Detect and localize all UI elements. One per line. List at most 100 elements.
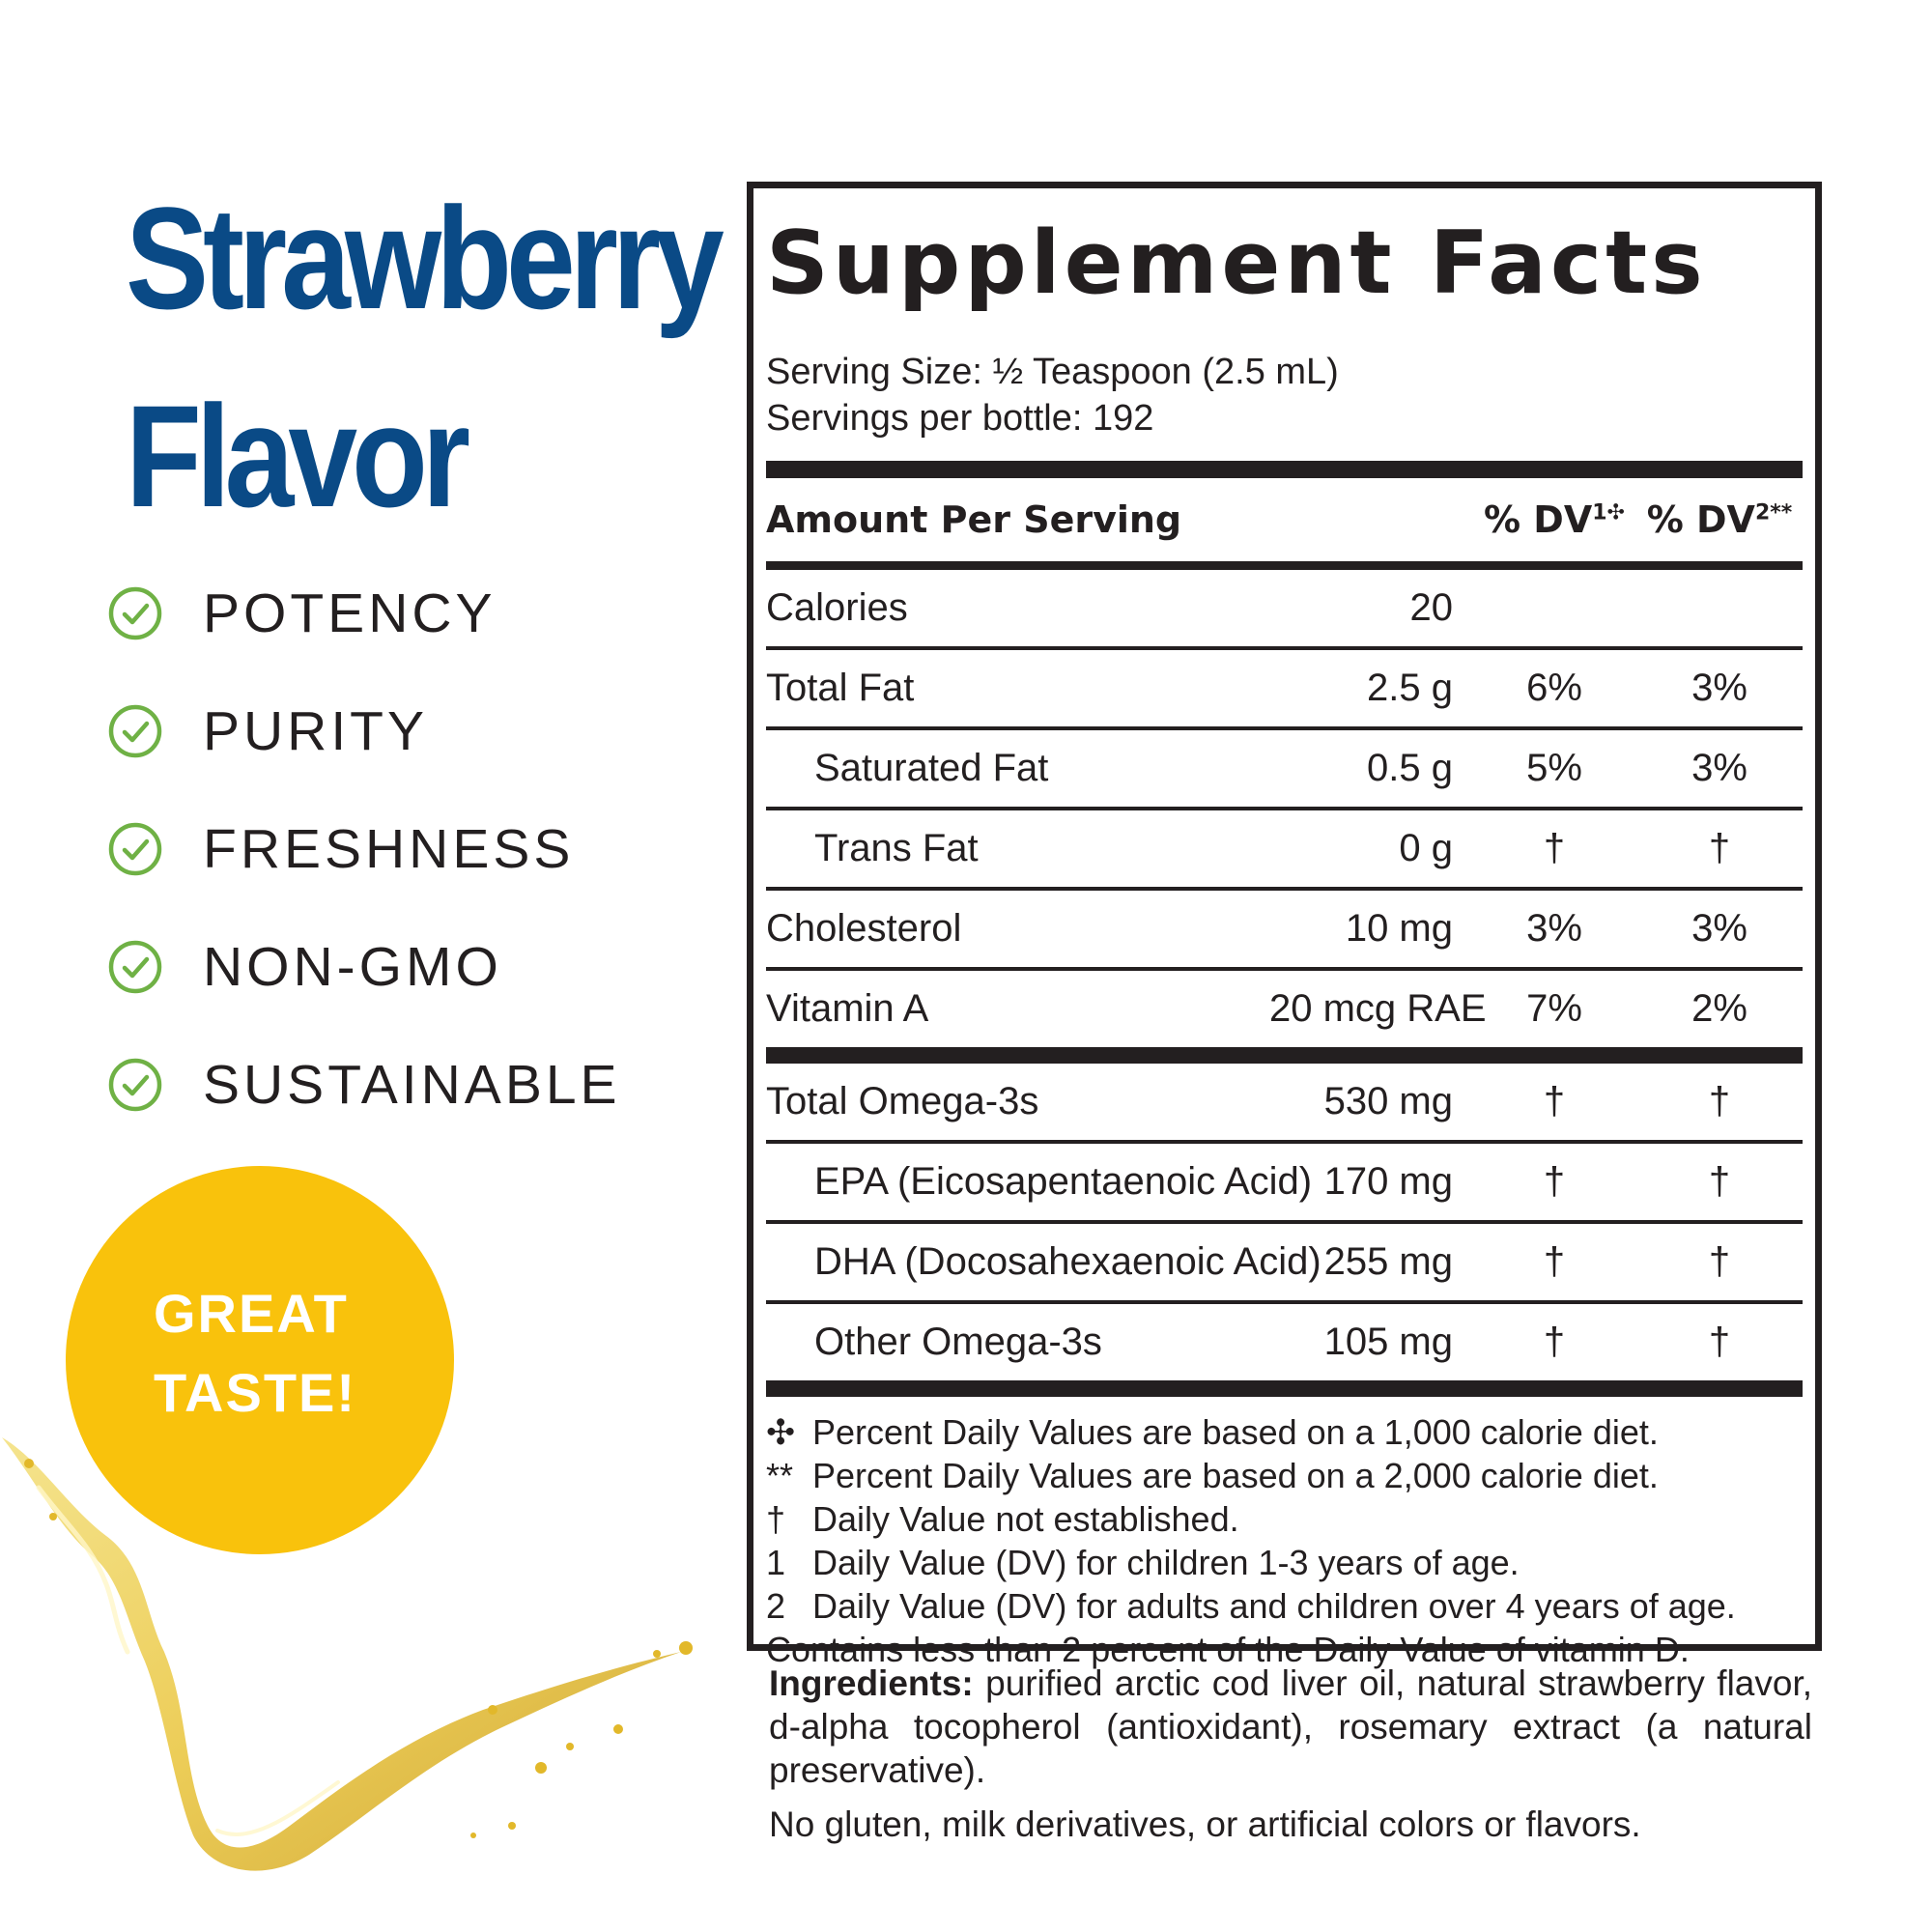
dv2-header-sup: 2**: [1754, 500, 1793, 526]
footnote-mark: 2: [766, 1586, 786, 1626]
amount-per-serving-header: Amount Per Serving: [766, 478, 1472, 570]
table-row: Other Omega-3s 105 mg † †: [766, 1302, 1803, 1397]
serving-size: Serving Size: ½ Teaspoon (2.5 mL): [766, 352, 1339, 392]
footnote: 2 Daily Value (DV) for adults and childr…: [766, 1584, 1803, 1628]
flavor-title-line-2: Flavor: [126, 375, 470, 537]
ingredients-statement: Ingredients: purified arctic cod liver o…: [769, 1662, 1812, 1792]
benefit-label: POTENCY: [203, 582, 497, 644]
badge-text: GREAT TASTE!: [154, 1274, 376, 1433]
footnote-text: Daily Value (DV) for adults and children…: [812, 1586, 1736, 1626]
footnote-text: Percent Daily Values are based on a 2,00…: [812, 1456, 1659, 1495]
dv1-header-label: % DV: [1483, 498, 1593, 541]
benefit-item: PURITY: [106, 672, 621, 790]
nutrient-name: DHA (Docosahexaenoic Acid): [766, 1222, 1321, 1304]
check-circle-icon: [108, 822, 162, 876]
table-row: Vitamin A 20 mcg RAE 7% 2%: [766, 969, 1803, 1064]
table-row: Total Omega-3s 530 mg † †: [766, 1055, 1803, 1144]
table-row: DHA (Docosahexaenoic Acid) 255 mg † †: [766, 1222, 1803, 1304]
flavor-title-line-1: Strawberry: [126, 177, 724, 339]
allergen-note: No gluten, milk derivatives, or artifici…: [769, 1804, 1641, 1844]
supplement-facts-panel: Supplement Facts Serving Size: ½ Teaspoo…: [747, 182, 1822, 1669]
check-circle-icon: [108, 1058, 162, 1112]
footnote: 1 Daily Value (DV) for children 1-3 year…: [766, 1541, 1803, 1584]
nutrient-amount: 105 mg: [1268, 1302, 1472, 1397]
benefit-label: FRESHNESS: [203, 818, 575, 880]
badge-line-1: GREAT: [154, 1283, 349, 1344]
table-row: Saturated Fat 0.5 g 5% 3%: [766, 728, 1803, 810]
nutrient-dv1: 7%: [1472, 969, 1636, 1064]
ingredients-label: Ingredients:: [769, 1663, 974, 1703]
nutrient-name: Other Omega-3s: [766, 1302, 1269, 1397]
nutrient-dv2: 2%: [1636, 969, 1803, 1064]
nutrient-amount: 10 mg: [1268, 889, 1472, 971]
footnote: ✣ Percent Daily Values are based on a 1,…: [766, 1410, 1803, 1454]
nutrient-dv2: †: [1636, 1302, 1803, 1397]
dv1-header: % DV1✣: [1472, 478, 1636, 570]
nutrient-name: Total Omega-3s: [766, 1055, 1269, 1144]
nutrient-dv1: 5%: [1472, 728, 1636, 810]
nutrient-name: Cholesterol: [766, 889, 1269, 971]
dv2-header: % DV2**: [1636, 478, 1803, 570]
footnote-text: Daily Value (DV) for children 1-3 years …: [812, 1543, 1520, 1582]
table-row: Trans Fat 0 g † †: [766, 809, 1803, 891]
nutrient-amount: 20 mcg RAE: [1268, 969, 1487, 1064]
table-row: Cholesterol 10 mg 3% 3%: [766, 889, 1803, 971]
nutrient-name: Total Fat: [766, 648, 1269, 730]
nutrient-dv2: †: [1636, 809, 1803, 891]
nutrient-amount: 255 mg: [1268, 1222, 1472, 1304]
benefit-item: FRESHNESS: [106, 790, 621, 908]
nutrient-dv2: †: [1636, 1222, 1803, 1304]
nutrient-amount: 170 mg: [1268, 1142, 1472, 1224]
table-row: EPA (Eicosapentaenoic Acid) 170 mg † †: [766, 1142, 1803, 1224]
nutrient-dv1: †: [1472, 1222, 1636, 1304]
nutrient-dv1: 6%: [1472, 648, 1636, 730]
nutrient-dv2: †: [1636, 1142, 1803, 1224]
nutrient-name: Trans Fat: [766, 809, 1269, 891]
nutrient-amount: 2.5 g: [1268, 648, 1472, 730]
nutrient-dv2: †: [1636, 1055, 1803, 1144]
table-header-row: Amount Per Serving % DV1✣ % DV2**: [766, 478, 1803, 570]
check-circle-icon: [108, 586, 162, 640]
footnote-text: Percent Daily Values are based on a 1,00…: [812, 1412, 1659, 1452]
table-row: Total Fat 2.5 g 6% 3%: [766, 648, 1803, 730]
check-circle-icon: [108, 704, 162, 758]
benefit-item: NON-GMO: [106, 908, 621, 1026]
serving-info: Serving Size: ½ Teaspoon (2.5 mL) Servin…: [766, 349, 1803, 441]
nutrient-dv1: †: [1472, 1055, 1636, 1144]
benefit-label: SUSTAINABLE: [203, 1054, 621, 1116]
dv2-header-label: % DV: [1646, 498, 1755, 541]
nutrient-dv2: [1636, 565, 1803, 650]
nutrient-name: Calories: [766, 565, 1269, 650]
nutrient-dv1: [1472, 565, 1636, 650]
thick-divider: [766, 461, 1803, 478]
nutrient-amount: 530 mg: [1268, 1055, 1472, 1144]
nutrition-table: Amount Per Serving % DV1✣ % DV2** Calori…: [766, 478, 1803, 1397]
nutrient-amount: 20: [1268, 565, 1472, 650]
nutrient-dv2: 3%: [1636, 648, 1803, 730]
footnote-mark: ✣: [766, 1412, 796, 1452]
nutrient-dv1: 3%: [1472, 889, 1636, 971]
dv1-header-sup: 1✣: [1592, 500, 1625, 526]
check-circle-icon: [108, 940, 162, 994]
badge-line-2: TASTE!: [154, 1362, 357, 1423]
benefit-item: SUSTAINABLE: [106, 1026, 621, 1144]
nutrient-dv1: †: [1472, 809, 1636, 891]
nutrient-dv1: †: [1472, 1302, 1636, 1397]
great-taste-badge: GREAT TASTE!: [66, 1166, 454, 1554]
nutrient-name: Vitamin A: [766, 969, 1269, 1064]
footnote: † Daily Value not established.: [766, 1497, 1803, 1541]
nutrient-name: EPA (Eicosapentaenoic Acid): [766, 1142, 1312, 1224]
servings-per-bottle: Servings per bottle: 192: [766, 398, 1154, 439]
benefit-label: NON-GMO: [203, 936, 502, 998]
ingredients-text: purified arctic cod liver oil, natural s…: [769, 1663, 1813, 1790]
table-row: Calories 20: [766, 565, 1803, 650]
benefits-list: POTENCY PURITY FRESHNESS NON-GMO SUSTAIN…: [106, 554, 621, 1144]
footnote: ** Percent Daily Values are based on a 2…: [766, 1454, 1803, 1497]
nutrient-name: Saturated Fat: [766, 728, 1269, 810]
flavor-title: Strawberry Flavor: [126, 159, 724, 555]
benefit-item: POTENCY: [106, 554, 621, 672]
nutrient-dv2: 3%: [1636, 728, 1803, 810]
vitamin-d-note: Contains less than 2 percent of the Dail…: [766, 1630, 1690, 1669]
footnote-mark: **: [766, 1456, 794, 1495]
nutrient-amount: 0.5 g: [1268, 728, 1472, 810]
